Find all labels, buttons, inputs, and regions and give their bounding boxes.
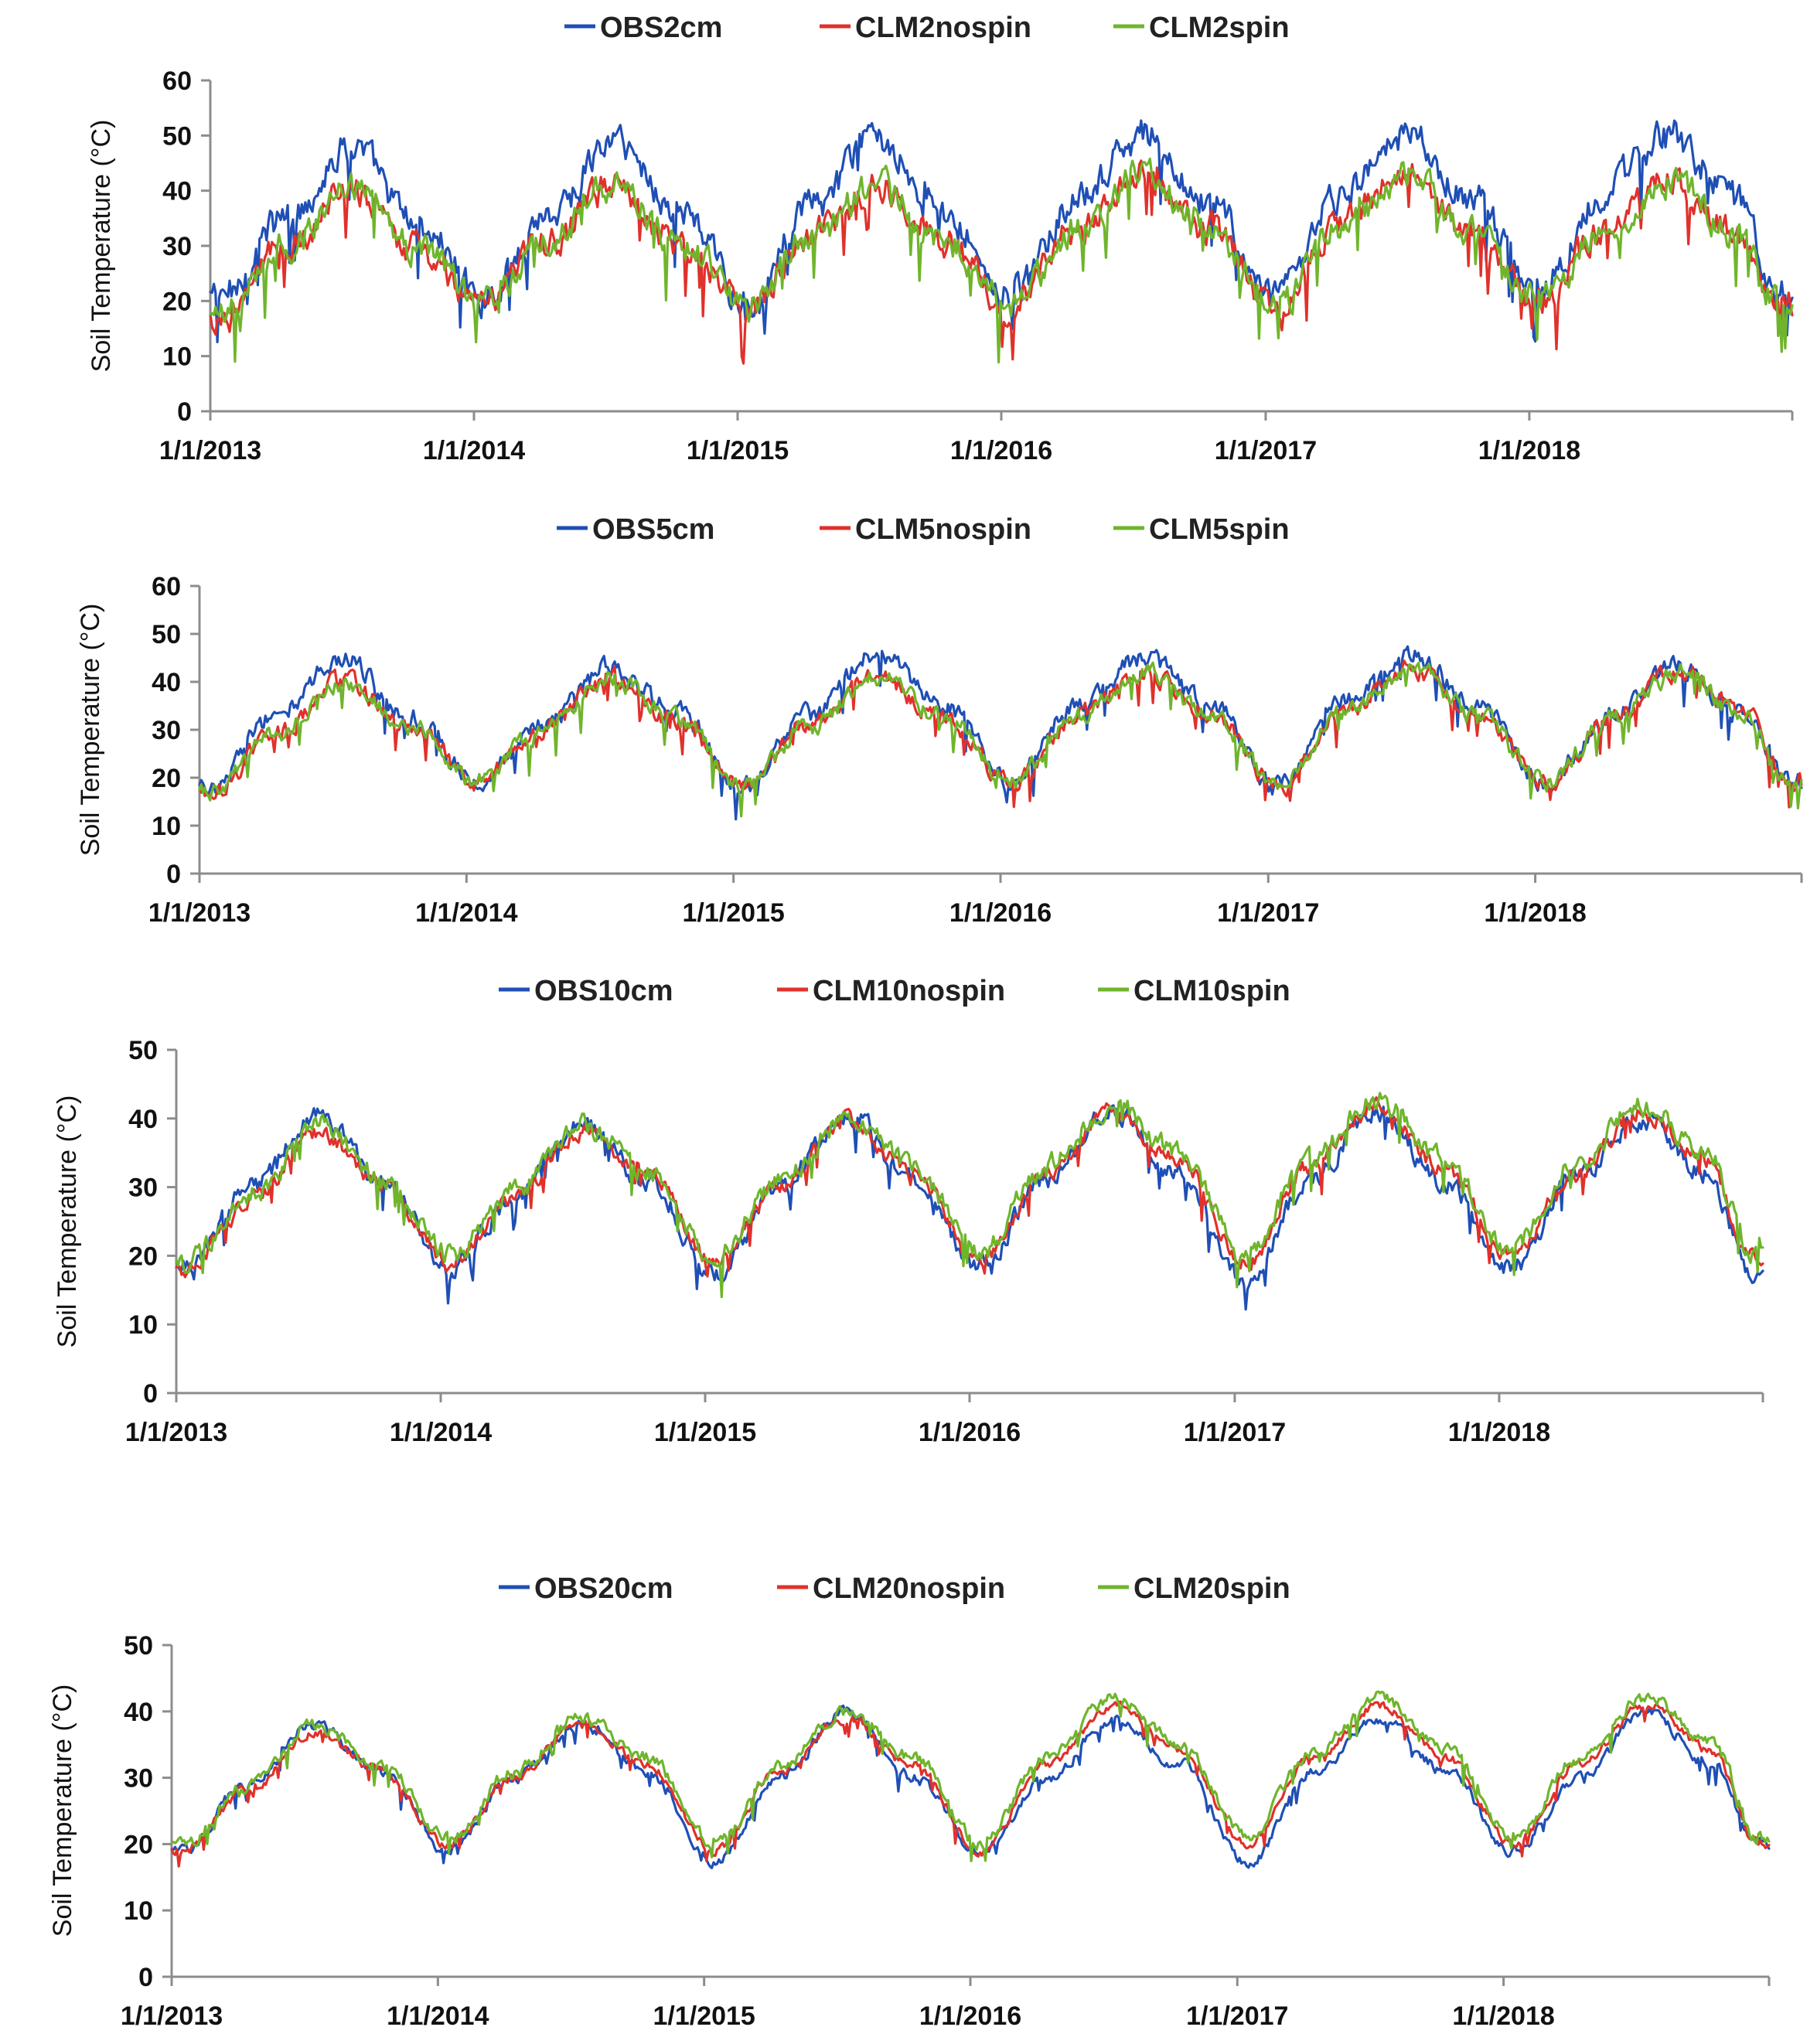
x-tick-label: 1/1/2015	[687, 436, 789, 465]
series-line-spin	[198, 661, 1803, 818]
series-line-spin	[209, 157, 1794, 364]
x-tick-label: 1/1/2016	[950, 436, 1052, 465]
y-tick-label: 0	[177, 397, 192, 427]
x-tick-label: 1/1/2015	[654, 1418, 756, 1447]
x-tick-label: 1/1/2016	[919, 1418, 1021, 1447]
legend-label-spin: CLM20spin	[1133, 1572, 1290, 1605]
y-tick-label: 0	[166, 860, 181, 889]
x-tick-label: 1/1/2014	[415, 898, 517, 928]
y-tick-label: 50	[162, 121, 192, 151]
series-line-spin	[170, 1690, 1771, 1862]
y-tick-label: 40	[152, 668, 181, 697]
x-tick-label: 1/1/2013	[125, 1418, 227, 1447]
series-line-spin	[175, 1092, 1764, 1299]
legend-label-spin: CLM2spin	[1149, 12, 1290, 44]
x-tick-label: 1/1/2017	[1217, 898, 1319, 928]
x-tick-label: 1/1/2018	[1478, 436, 1580, 465]
x-tick-label: 1/1/2018	[1484, 898, 1586, 928]
y-axis-title: Soil Temperature (°C)	[76, 604, 105, 857]
x-tick-label: 1/1/2016	[949, 898, 1052, 928]
y-tick-label: 20	[162, 287, 192, 316]
legend-label-nospin: CLM2nospin	[855, 12, 1031, 44]
x-tick-label: 1/1/2015	[653, 2001, 755, 2031]
y-tick-label: 60	[152, 572, 181, 601]
x-tick-label: 1/1/2014	[423, 436, 525, 465]
x-tick-label: 1/1/2013	[121, 2001, 223, 2031]
y-axis-title: Soil Temperature (°C)	[48, 1685, 77, 1937]
y-tick-label: 40	[128, 1105, 158, 1134]
y-tick-label: 20	[128, 1242, 158, 1271]
y-tick-label: 0	[138, 1963, 153, 1992]
x-tick-label: 1/1/2016	[919, 2001, 1021, 2031]
x-tick-label: 1/1/2017	[1184, 1418, 1286, 1447]
y-tick-label: 50	[128, 1036, 158, 1065]
legend-label-obs: OBS2cm	[600, 12, 722, 44]
x-tick-label: 1/1/2014	[387, 2001, 489, 2031]
y-tick-label: 60	[162, 66, 192, 96]
y-tick-label: 10	[152, 812, 181, 841]
series-line-nospin	[198, 659, 1803, 809]
x-tick-label: 1/1/2017	[1186, 2001, 1288, 2031]
y-tick-label: 50	[124, 1631, 153, 1661]
legend-label-obs: OBS20cm	[534, 1572, 673, 1605]
x-tick-label: 1/1/2015	[682, 898, 784, 928]
y-tick-label: 10	[124, 1896, 153, 1926]
x-tick-label: 1/1/2013	[159, 436, 261, 465]
series-line-obs	[175, 1104, 1764, 1311]
y-tick-label: 30	[128, 1174, 158, 1203]
legend-label-nospin: CLM5nospin	[855, 513, 1031, 546]
legend-label-obs: OBS10cm	[534, 975, 673, 1007]
y-axis-title: Soil Temperature (°C)	[87, 120, 116, 373]
x-tick-label: 1/1/2018	[1452, 2001, 1554, 2031]
y-tick-label: 20	[152, 764, 181, 793]
legend-label-spin: CLM10spin	[1133, 975, 1290, 1007]
legend-label-nospin: CLM20nospin	[813, 1572, 1005, 1605]
chart-panel-20cm: 0 10 20 30 40 50 1/1/2013 1/1/2014 1/1/2015 1/1/2…	[48, 1572, 1771, 2031]
y-tick-label: 30	[124, 1764, 153, 1794]
legend-label-spin: CLM5spin	[1149, 513, 1290, 546]
x-tick-label: 1/1/2014	[390, 1418, 492, 1447]
y-tick-label: 10	[162, 342, 192, 372]
y-tick-label: 30	[152, 716, 181, 745]
chart-panel-5cm: 0 10 20 30 40 50 60 1/1/2013 1/1/2014 1/1/2015 1/1…	[76, 513, 1803, 928]
y-tick-label: 50	[152, 620, 181, 649]
series-line-nospin	[175, 1096, 1764, 1279]
y-tick-label: 0	[143, 1379, 158, 1409]
y-tick-label: 40	[162, 177, 192, 206]
series-line-nospin	[209, 159, 1794, 365]
y-tick-label: 20	[124, 1830, 153, 1859]
y-tick-label: 30	[162, 232, 192, 261]
legend-label-obs: OBS5cm	[592, 513, 714, 546]
y-axis-title: Soil Temperature (°C)	[53, 1095, 82, 1348]
y-tick-label: 40	[124, 1698, 153, 1727]
chart-panel-2cm: 0 10 20 30 40 50 60 1/1/2013 1/1/2014 1/1/2015 1/1…	[87, 12, 1794, 465]
x-tick-label: 1/1/2018	[1448, 1418, 1550, 1447]
y-tick-label: 10	[128, 1310, 158, 1340]
x-tick-label: 1/1/2017	[1215, 436, 1317, 465]
x-tick-label: 1/1/2013	[148, 898, 251, 928]
legend-label-nospin: CLM10nospin	[813, 975, 1005, 1007]
chart-panel-10cm: 0 10 20 30 40 50 1/1/2013 1/1/2014 1/1/2015 1/1/2…	[53, 975, 1764, 1447]
